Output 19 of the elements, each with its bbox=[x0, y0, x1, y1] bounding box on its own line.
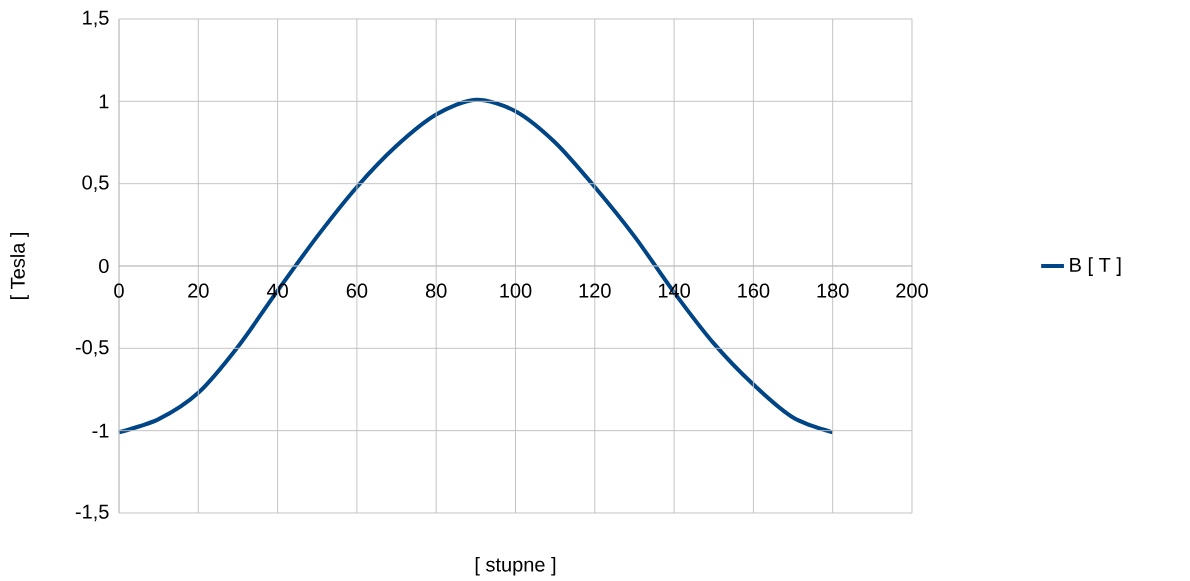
x-tick-label: 20 bbox=[188, 283, 209, 298]
x-tick-label: 120 bbox=[579, 283, 611, 298]
y-tick-label: -1,5 bbox=[75, 504, 109, 522]
x-axis-title: [ stupne ] bbox=[475, 556, 556, 576]
legend-label: B [ T ] bbox=[1070, 257, 1121, 276]
y-tick-label: 1,5 bbox=[83, 10, 109, 28]
y-tick-label: -0,5 bbox=[75, 340, 109, 357]
y-tick-label: -1 bbox=[92, 423, 109, 438]
x-tick-label: 180 bbox=[817, 283, 849, 298]
x-tick-label: 100 bbox=[500, 283, 532, 298]
x-tick-label: 60 bbox=[346, 283, 368, 298]
y-tick-label: 0 bbox=[99, 258, 109, 274]
x-tick-label: 160 bbox=[738, 283, 770, 298]
y-tick-label: 1 bbox=[99, 94, 109, 109]
y-tick-label: 0,5 bbox=[82, 175, 109, 192]
y-axis-title: [ Tesla ] bbox=[10, 232, 29, 300]
x-tick-label: 0 bbox=[114, 283, 124, 298]
x-tick-label: 200 bbox=[896, 283, 928, 298]
x-tick-label: 80 bbox=[425, 283, 447, 298]
